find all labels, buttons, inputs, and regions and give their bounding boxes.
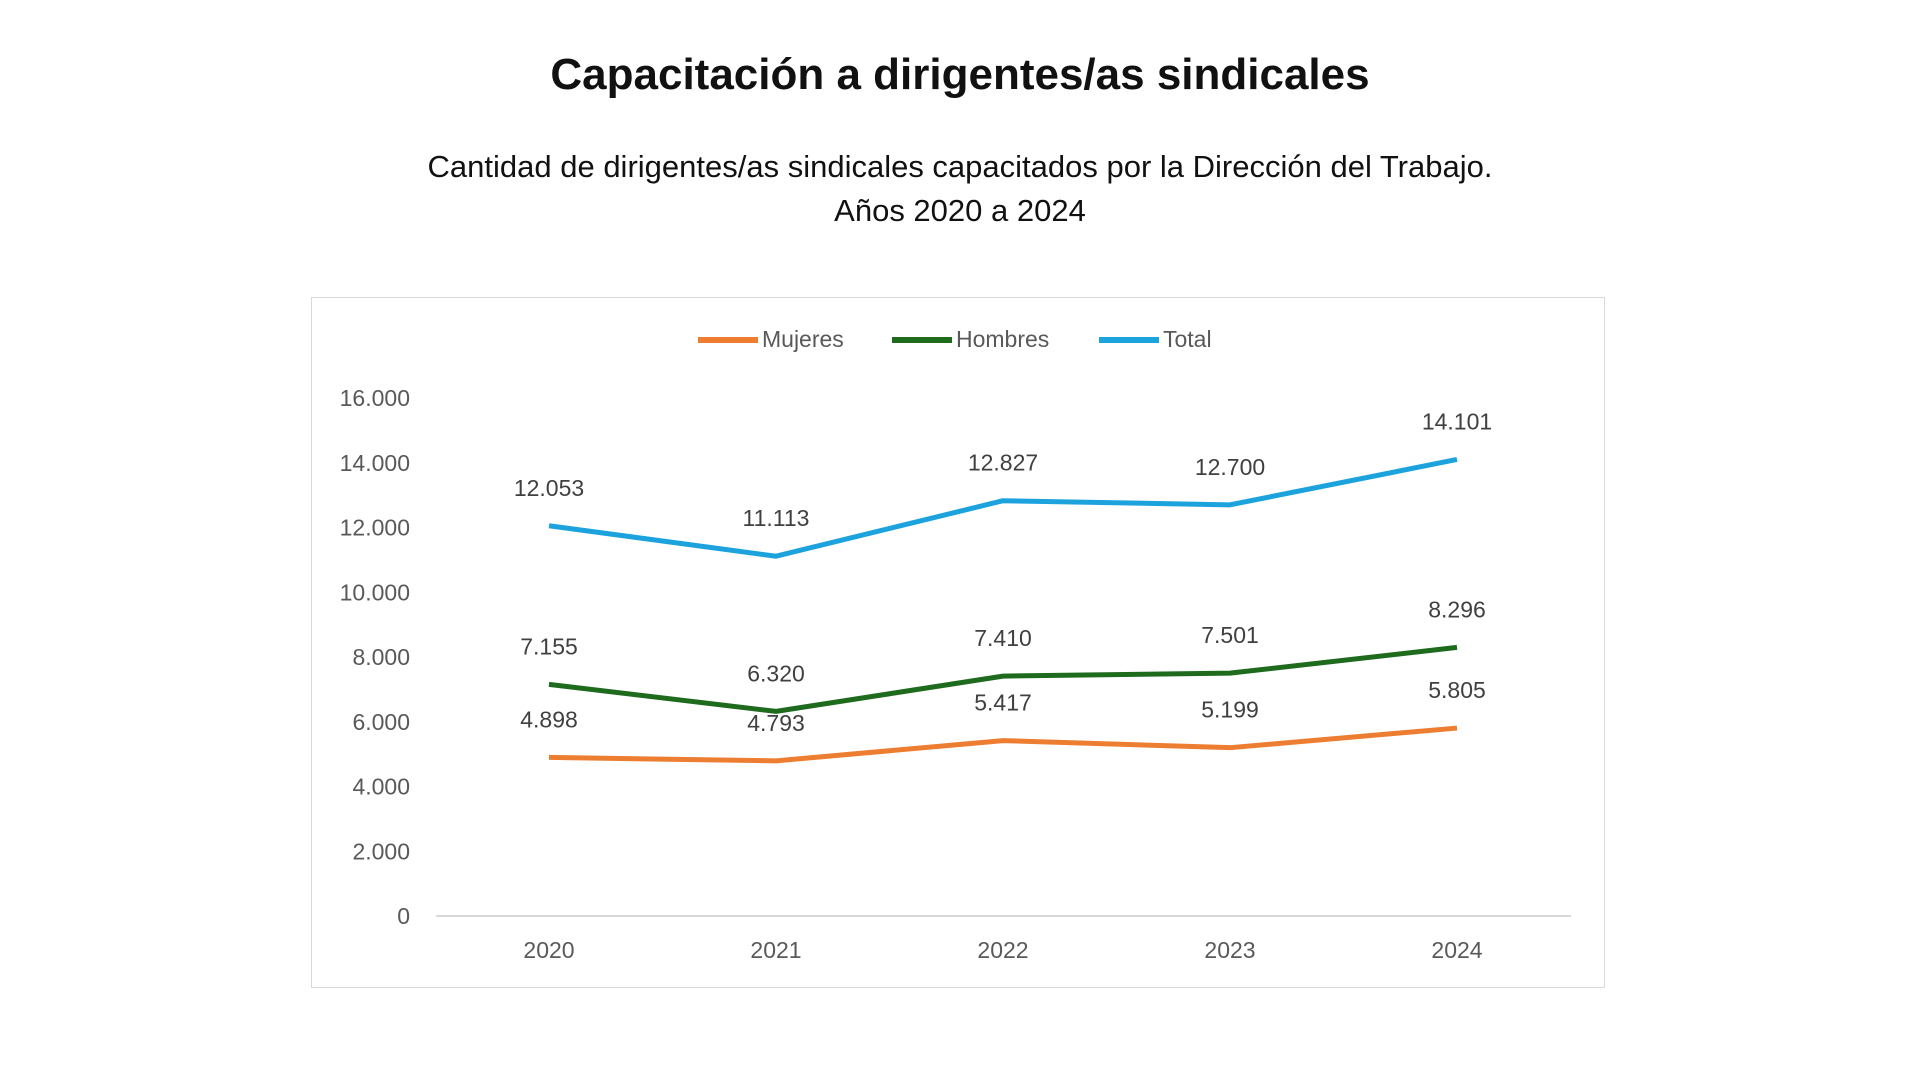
- data-label: 5.417: [974, 690, 1032, 716]
- x-tick-label: 2021: [750, 937, 801, 963]
- y-tick-label: 4.000: [352, 774, 410, 800]
- y-tick-label: 10.000: [340, 579, 410, 605]
- chart-title: Capacitación a dirigentes/as sindicales: [550, 50, 1370, 99]
- data-label: 12.827: [968, 450, 1038, 476]
- data-label: 7.155: [520, 633, 578, 659]
- series-line-mujeres: [548, 725, 1458, 764]
- x-tick-label: 2024: [1431, 937, 1482, 963]
- legend-label: Hombres: [956, 326, 1049, 352]
- legend-label: Total: [1163, 326, 1212, 352]
- legend-label: Mujeres: [762, 326, 844, 352]
- y-tick-label: 8.000: [352, 644, 410, 670]
- data-label: 12.700: [1195, 454, 1265, 480]
- chart-frame: [311, 297, 1605, 988]
- data-label: 8.296: [1428, 596, 1486, 622]
- y-tick-label: 14.000: [340, 450, 410, 476]
- chart-subtitle: Cantidad de dirigentes/as sindicales cap…: [0, 145, 1920, 233]
- series-line-hombres: [548, 644, 1458, 714]
- data-label: 5.199: [1201, 697, 1259, 723]
- y-tick-label: 16.000: [340, 385, 410, 411]
- data-label: 12.053: [514, 475, 584, 501]
- data-label: 4.793: [747, 710, 805, 736]
- y-tick-label: 0: [397, 903, 410, 929]
- data-label: 11.113: [743, 505, 810, 531]
- data-label: 14.101: [1422, 408, 1492, 434]
- series-line-total: [548, 457, 1458, 559]
- data-label: 6.320: [747, 660, 805, 686]
- y-tick-label: 6.000: [352, 709, 410, 735]
- subtitle-line-1: Cantidad de dirigentes/as sindicales cap…: [427, 149, 1493, 184]
- subtitle-line-2: Años 2020 a 2024: [834, 193, 1086, 228]
- y-tick-label: 12.000: [340, 515, 410, 541]
- x-tick-label: 2022: [977, 937, 1028, 963]
- y-tick-label: 2.000: [352, 838, 410, 864]
- data-label: 7.410: [974, 625, 1032, 651]
- data-label: 7.501: [1201, 622, 1259, 648]
- x-tick-label: 2023: [1204, 937, 1255, 963]
- data-label: 5.805: [1428, 677, 1486, 703]
- x-tick-label: 2020: [523, 937, 574, 963]
- data-label: 4.898: [520, 706, 578, 732]
